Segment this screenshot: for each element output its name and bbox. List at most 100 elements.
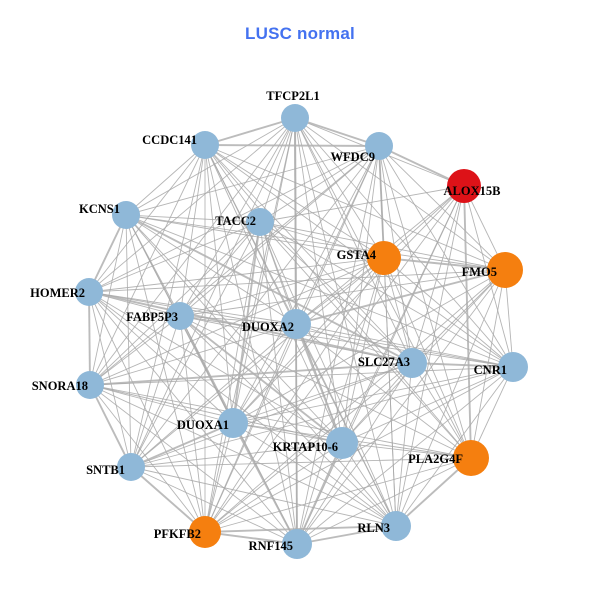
network-node-pfkfb2[interactable]: [189, 516, 221, 548]
network-edge: [232, 422, 298, 545]
network-node-kcns1[interactable]: [112, 201, 140, 229]
network-edge: [179, 257, 385, 317]
network-edge: [295, 323, 343, 444]
network-edge: [204, 144, 234, 424]
network-node-label-duoxa2: DUOXA2: [242, 320, 294, 334]
network-edge: [463, 185, 472, 459]
network-edge: [130, 366, 514, 468]
network-node-duoxa2[interactable]: [281, 309, 311, 339]
labels-layer: TFCP2L1 CCDC141 WFDC9 ALOX15B KCNS1 TACC2 GSTA…: [30, 89, 507, 553]
network-edge: [125, 214, 397, 527]
network-node-label-rln3: RLN3: [357, 521, 390, 535]
network-edge: [130, 466, 206, 533]
network-edge: [470, 269, 506, 459]
network-edge: [179, 145, 380, 317]
network-edge: [88, 291, 343, 444]
network-edge: [179, 221, 261, 317]
network-edge: [259, 221, 298, 545]
network-edge: [341, 366, 514, 444]
network-edge: [130, 466, 397, 527]
network-edge: [204, 144, 385, 259]
network-node-cnr1[interactable]: [498, 352, 528, 382]
network-node-fabp5p3[interactable]: [166, 302, 194, 330]
network-edge: [88, 257, 385, 293]
network-edge: [88, 291, 234, 424]
network-node-label-wfdc9: WFDC9: [331, 150, 375, 164]
network-node-krtap10-6[interactable]: [326, 427, 358, 459]
network-edge: [295, 269, 506, 325]
network-edge: [88, 221, 261, 293]
network-edge: [411, 185, 465, 364]
network-node-snora18[interactable]: [76, 371, 104, 399]
network-edge: [130, 117, 296, 468]
network-edge: [125, 214, 385, 259]
network-edge: [88, 117, 296, 293]
network-edge: [89, 384, 298, 545]
network-node-label-tacc2: TACC2: [215, 214, 256, 228]
network-edge: [89, 384, 132, 468]
network-edge: [295, 257, 385, 325]
network-node-rnf145[interactable]: [282, 529, 312, 559]
network-edge: [295, 323, 298, 545]
network-node-fmo5[interactable]: [487, 252, 523, 288]
network-edge: [89, 384, 234, 424]
network-node-label-tfcp2l1: TFCP2L1: [266, 89, 319, 103]
network-edge: [88, 291, 91, 386]
network-edge: [204, 144, 343, 444]
network-node-label-fabp5p3: FABP5P3: [126, 310, 178, 324]
network-edge: [89, 384, 343, 444]
network-node-tfcp2l1[interactable]: [281, 104, 309, 132]
network-node-sntb1[interactable]: [117, 453, 145, 481]
network-edge: [125, 214, 506, 271]
network-edge: [130, 457, 472, 468]
nodes-layer: [75, 104, 528, 559]
network-node-label-cnr1: CNR1: [474, 363, 507, 377]
network-edge: [89, 366, 514, 386]
network-node-ccdc141[interactable]: [191, 131, 219, 159]
network-edge: [125, 214, 206, 533]
network-edge: [295, 323, 472, 459]
network-node-label-krtap10-6: KRTAP10-6: [273, 440, 338, 454]
network-node-label-pla2g4f: PLA2G4F: [408, 452, 463, 466]
network-edge: [89, 384, 472, 459]
network-node-alox15b[interactable]: [447, 169, 481, 203]
network-node-wfdc9[interactable]: [365, 132, 393, 160]
network-edge: [130, 323, 297, 468]
network-edge: [411, 362, 472, 459]
network-edge: [294, 117, 380, 147]
network-edge: [383, 257, 413, 364]
network-edge: [179, 315, 514, 368]
network-edge: [341, 442, 397, 527]
network-node-rln3[interactable]: [381, 511, 411, 541]
network-edge: [296, 145, 380, 545]
network-edge: [296, 362, 413, 545]
network-edge: [296, 269, 506, 545]
network-node-label-sntb1: SNTB1: [86, 463, 125, 477]
network-edge: [232, 117, 296, 424]
network-edge: [411, 269, 506, 364]
network-edge: [259, 221, 413, 364]
network-edge: [89, 145, 380, 386]
network-edge: [204, 442, 343, 533]
network-edge: [395, 185, 465, 527]
network-edge: [383, 257, 472, 459]
network-node-duoxa1[interactable]: [218, 408, 248, 438]
network-edge: [232, 366, 514, 424]
network-node-label-homer2: HOMER2: [30, 286, 85, 300]
network-edge: [259, 221, 514, 368]
network-edge: [341, 442, 472, 459]
network-node-homer2[interactable]: [75, 278, 103, 306]
network-node-slc27a3[interactable]: [397, 348, 427, 378]
network-edge: [204, 144, 506, 271]
network-node-gsta4[interactable]: [367, 241, 401, 275]
network-edge: [259, 117, 296, 223]
network-node-pla2g4f[interactable]: [453, 440, 489, 476]
network-node-label-ccdc141: CCDC141: [142, 133, 197, 147]
network-edge: [294, 117, 385, 259]
network-edge: [378, 145, 514, 368]
network-node-tacc2[interactable]: [246, 208, 274, 236]
network-edge: [130, 145, 380, 468]
network-node-label-snora18: SNORA18: [32, 379, 88, 393]
network-edge: [296, 442, 343, 545]
